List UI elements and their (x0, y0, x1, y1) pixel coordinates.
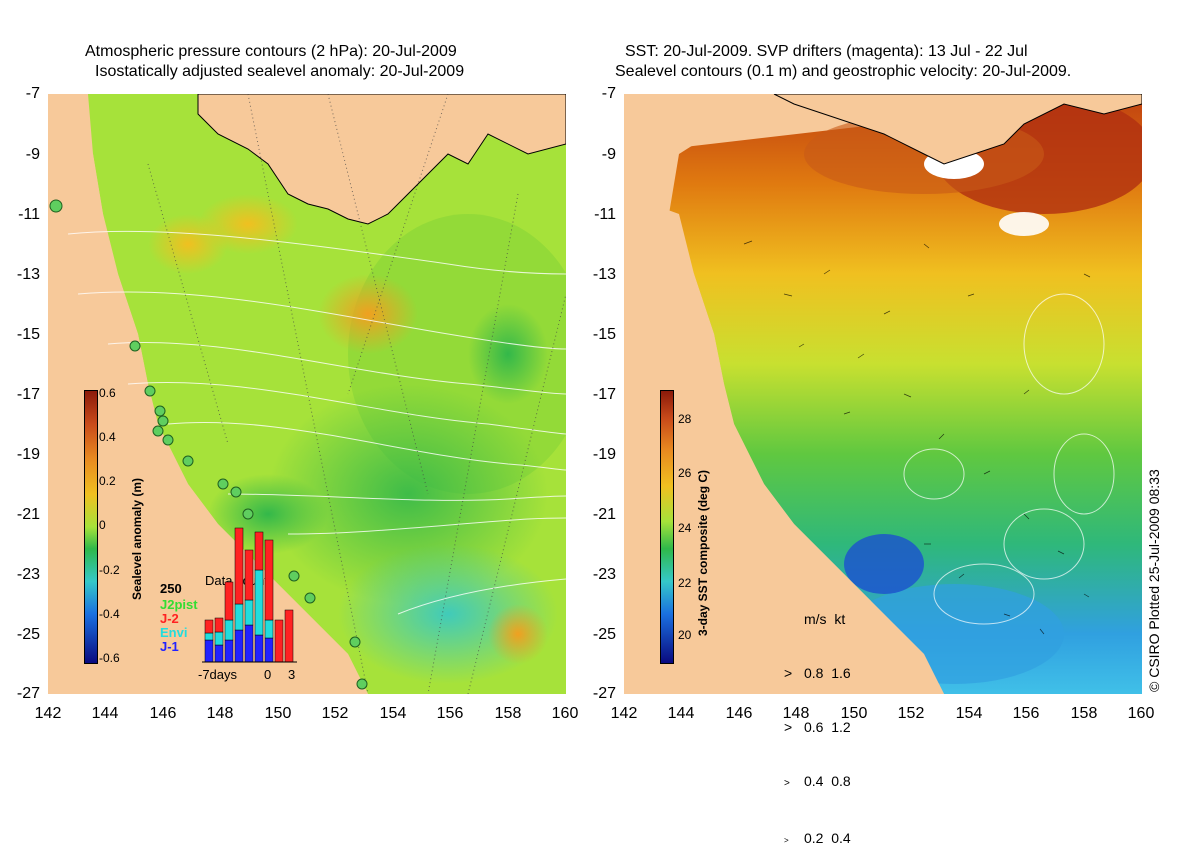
y-tick: -13 (16, 266, 40, 283)
sealevel-cb-tick: 0.4 (99, 430, 116, 444)
y-tick: -11 (594, 206, 616, 223)
data-count-x-label: 3 (288, 667, 296, 682)
velocity-legend-row-text: 0.4 0.8 (804, 773, 851, 789)
y-tick: -7 (25, 85, 40, 102)
arrow-icon: > (784, 665, 793, 681)
x-tick: 160 (1127, 705, 1155, 722)
data-count-bars (202, 527, 297, 663)
x-tick: 156 (1012, 705, 1040, 722)
data-count-inset: 250 Data count J2pist J-2 Envi J-1 -7day… (160, 520, 300, 682)
y-tick: -15 (16, 326, 40, 343)
y-tick: -17 (16, 386, 40, 403)
right-title-line1: SST: 20-Jul-2009. SVP drifters (magenta)… (625, 43, 1028, 60)
x-tick: 158 (494, 705, 522, 722)
sealevel-cb-tick: -0.4 (99, 607, 120, 621)
sst-colorbar (660, 390, 674, 664)
sealevel-cb-tick: 0 (99, 518, 106, 532)
velocity-legend-row-text: 0.2 0.4 (804, 830, 851, 846)
y-tick: -9 (601, 146, 616, 163)
y-tick: -27 (16, 685, 40, 702)
y-tick: -23 (592, 566, 616, 583)
legend-j2: J-2 (160, 611, 179, 626)
x-tick: 160 (551, 705, 579, 722)
velocity-legend-row: >0.6 1.2 (784, 718, 851, 736)
y-tick: -15 (592, 326, 616, 343)
x-tick: 156 (436, 705, 464, 722)
sst-field (624, 94, 1142, 694)
y-tick: -23 (16, 566, 40, 583)
left-title-line1: Atmospheric pressure contours (2 hPa): 2… (85, 43, 457, 60)
data-count-x-label: 0 (264, 667, 272, 682)
right-title-line2: Sealevel contours (0.1 m) and geostrophi… (615, 63, 1072, 80)
sealevel-colorbar (84, 390, 98, 664)
x-tick: 154 (955, 705, 983, 722)
sealevel-cb-title: Sealevel anomaly (m) (130, 477, 144, 600)
y-tick: -13 (592, 266, 616, 283)
sealevel-cb-tick: -0.6 (99, 651, 120, 665)
legend-j2pist: J2pist (160, 597, 198, 612)
sst-cb-tick: 24 (678, 521, 692, 535)
arrow-icon: > (784, 778, 790, 789)
y-tick: -19 (592, 446, 616, 463)
legend-j1: J-1 (160, 639, 179, 654)
x-tick: 144 (91, 705, 119, 722)
x-tick: 150 (264, 705, 292, 722)
y-tick: -27 (592, 685, 616, 702)
arrow-icon: > (784, 836, 789, 845)
y-tick: -7 (601, 85, 616, 102)
data-count-max: 250 (160, 581, 182, 596)
y-tick: -25 (16, 626, 40, 643)
x-tick: 152 (321, 705, 349, 722)
data-count-x-label: -7days (198, 667, 238, 682)
sealevel-anomaly-field (48, 94, 566, 694)
legend-envi: Envi (160, 625, 188, 640)
x-tick: 142 (610, 705, 638, 722)
y-tick: -25 (592, 626, 616, 643)
velocity-legend-row: >0.2 0.4 (784, 829, 851, 850)
velocity-legend-row: >0.8 1.6 (784, 664, 851, 682)
sealevel-cb-tick: 0.6 (99, 386, 116, 400)
velocity-legend-row-text: 0.8 1.6 (804, 665, 851, 681)
sealevel-cb-tick: -0.2 (99, 563, 120, 577)
sst-cb-title: 3-day SST composite (deg C) (696, 469, 710, 636)
sst-cb-tick: 28 (678, 412, 692, 426)
x-tick: 158 (1070, 705, 1098, 722)
left-title-line2: Isostatically adjusted sealevel anomaly:… (95, 63, 465, 80)
y-tick: -19 (16, 446, 40, 463)
x-tick: 152 (897, 705, 925, 722)
credit-text: © CSIRO Plotted 25-Jul-2009 08:33 (1146, 469, 1162, 692)
velocity-legend-row-text: 0.6 1.2 (804, 719, 851, 735)
x-tick: 154 (379, 705, 407, 722)
x-tick: 144 (667, 705, 695, 722)
sst-map (624, 94, 1142, 694)
sst-cb-tick: 22 (678, 576, 692, 590)
arrow-icon: > (784, 719, 793, 735)
y-tick: -21 (592, 506, 616, 523)
y-tick: -11 (18, 206, 40, 223)
x-tick: 142 (34, 705, 62, 722)
sst-cb-tick: 26 (678, 466, 692, 480)
y-tick: -9 (25, 146, 40, 163)
velocity-legend-header: m/s kt (804, 611, 846, 627)
sst-cb-tick: 20 (678, 628, 692, 642)
x-tick: 148 (782, 705, 810, 722)
sealevel-anomaly-map (48, 94, 566, 694)
x-tick: 148 (206, 705, 234, 722)
x-tick: 150 (840, 705, 868, 722)
sealevel-cb-tick: 0.2 (99, 474, 116, 488)
y-tick: -21 (16, 506, 40, 523)
velocity-legend-row: >0.4 0.8 (784, 772, 851, 793)
y-tick: -17 (592, 386, 616, 403)
x-tick: 146 (149, 705, 177, 722)
x-tick: 146 (725, 705, 753, 722)
